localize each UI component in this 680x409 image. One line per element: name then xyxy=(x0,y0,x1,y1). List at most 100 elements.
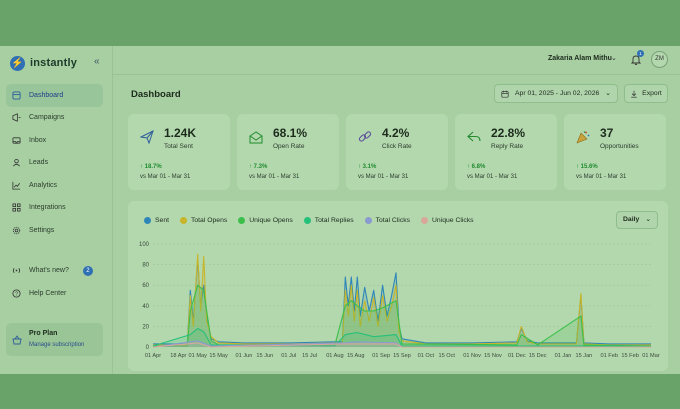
collapse-sidebar-icon[interactable]: « xyxy=(94,56,100,67)
bell-icon[interactable] xyxy=(631,54,641,65)
metric-compare: vs Mar 01 - Mar 31 xyxy=(576,174,627,180)
legend-swatch xyxy=(144,217,151,224)
x-tick-label: 01 Sep xyxy=(372,353,390,359)
metric-label: Total Sent xyxy=(164,143,193,150)
sidebar-item-help-center[interactable]: ? Help Center xyxy=(6,282,103,305)
sidebar-item-analytics[interactable]: Analytics xyxy=(6,174,103,197)
x-tick-label: 01 Feb xyxy=(601,353,618,359)
x-tick-label: 15 Feb xyxy=(621,353,638,359)
legend-label: Total Clicks xyxy=(375,217,411,224)
lightning-logo-icon: ⚡ xyxy=(10,55,25,71)
metric-label: Reply Rate xyxy=(491,143,524,150)
y-tick-label: 0 xyxy=(146,345,150,351)
metric-delta: ↑ 15.6% xyxy=(576,164,598,170)
sidebar-item-dashboard[interactable]: Dashboard xyxy=(6,84,103,107)
x-tick-label: 15 Jul xyxy=(302,353,317,359)
manage-subscription-link[interactable]: Manage subscription xyxy=(29,342,85,348)
inbox-icon xyxy=(12,136,21,145)
sidebar-item-inbox[interactable]: Inbox xyxy=(6,129,103,152)
metric-compare: vs Mar 01 - Mar 31 xyxy=(140,174,191,180)
page-title: Dashboard xyxy=(131,89,181,100)
plan-title: Pro Plan xyxy=(29,330,58,337)
series-line xyxy=(152,342,651,348)
sidebar-item-label: Help Center xyxy=(29,289,67,297)
legend-item-sent[interactable]: Sent xyxy=(144,217,169,224)
metric-label: Opportunities xyxy=(600,143,639,150)
sidebar-item-label: Integrations xyxy=(29,204,66,212)
legend-item-total-clicks[interactable]: Total Clicks xyxy=(364,217,411,224)
x-tick-label: 15 May xyxy=(209,353,228,359)
top-backdrop xyxy=(0,0,680,46)
calendar-icon xyxy=(501,90,509,98)
metric-value: 37 xyxy=(600,126,614,140)
sidebar-item-whats-new[interactable]: What's new? 2 xyxy=(6,260,103,283)
legend-item-total-opens[interactable]: Total Opens xyxy=(179,217,227,224)
chart-legend: Sent Total Opens Unique Opens Total Repl… xyxy=(144,217,474,224)
legend-item-unique-opens[interactable]: Unique Opens xyxy=(238,217,293,224)
brand-name: instantly xyxy=(30,57,78,69)
metric-delta: ↑ 18.7% xyxy=(140,164,162,170)
series-line xyxy=(152,327,651,347)
metric-card-total-sent: 1.24K Total Sent ↑ 18.7% vs Mar 01 - Mar… xyxy=(128,114,230,190)
x-tick-label: 01 Aug xyxy=(326,353,343,359)
sidebar-item-label: Inbox xyxy=(29,136,47,144)
metric-card-opportunities: 37 Opportunities ↑ 15.6% vs Mar 01 - Mar… xyxy=(564,114,666,190)
x-tick-label: 18 Apr xyxy=(170,353,186,359)
metric-compare: vs Mar 01 - Mar 31 xyxy=(467,174,518,180)
broadcast-icon xyxy=(12,266,21,275)
metric-label: Click Rate xyxy=(382,143,412,150)
x-tick-label: 01 Apr xyxy=(145,353,161,359)
pro-plan-card: Pro Plan Manage subscription xyxy=(6,323,103,356)
export-label: Export xyxy=(642,90,662,97)
y-tick-label: 100 xyxy=(139,242,150,248)
app-window: ⚡ instantly « Dashboard Campaigns Inbox … xyxy=(0,46,680,374)
legend-label: Sent xyxy=(155,217,169,224)
sidebar-item-label: Analytics xyxy=(29,181,58,189)
whats-new-badge: 2 xyxy=(82,265,93,276)
metric-card-reply-rate: 22.8% Reply Rate ↑ 6.8% vs Mar 01 - Mar … xyxy=(455,114,557,190)
sidebar-item-label: Campaigns xyxy=(29,114,65,122)
sidebar-item-settings[interactable]: Settings xyxy=(6,219,103,242)
sidebar-item-campaigns[interactable]: Campaigns xyxy=(6,107,103,130)
export-button[interactable]: Export xyxy=(624,84,668,103)
analytics-icon xyxy=(12,181,21,190)
reply-icon xyxy=(467,131,481,142)
avatar[interactable]: ZM xyxy=(651,51,668,68)
series-line xyxy=(153,284,652,347)
help-icon: ? xyxy=(12,289,21,298)
sidebar-item-label: What's new? xyxy=(29,267,69,275)
legend-item-unique-clicks[interactable]: Unique Clicks xyxy=(421,217,474,224)
legend-label: Unique Clicks xyxy=(432,217,474,224)
brand[interactable]: ⚡ instantly xyxy=(10,54,77,72)
sidebar-item-leads[interactable]: Leads xyxy=(6,152,103,175)
y-tick-label: 20 xyxy=(142,324,149,330)
sidebar-item-integrations[interactable]: Integrations xyxy=(6,197,103,220)
metric-value: 1.24K xyxy=(164,126,197,140)
y-tick-label: 60 xyxy=(142,283,149,289)
metric-delta: ↑ 7.3% xyxy=(249,164,268,170)
legend-swatch xyxy=(179,217,187,224)
x-tick-label: 15 Dec xyxy=(529,353,547,359)
metric-value: 22.8% xyxy=(491,126,526,140)
x-tick-label: 15 Jun xyxy=(256,353,273,359)
activity-line-chart: 0 20 40 60 80 100 01 Apr 18 Apr 01 May 15 May 01 J… xyxy=(139,242,660,359)
series-area xyxy=(153,285,651,347)
legend-swatch xyxy=(238,217,246,224)
x-tick-label: 15 Jan xyxy=(576,353,593,359)
period-select[interactable]: Daily ⌄ xyxy=(616,211,658,229)
x-tick-label: 15 Sep xyxy=(393,353,411,359)
campaigns-icon xyxy=(12,113,21,122)
metric-compare: vs Mar 01 - Mar 31 xyxy=(249,174,300,180)
chevron-down-icon[interactable]: ⌄ xyxy=(611,55,617,62)
settings-icon xyxy=(12,226,21,235)
x-tick-label: 01 May xyxy=(189,353,208,359)
integrations-icon xyxy=(12,203,21,212)
chevron-down-icon: ⌄ xyxy=(645,216,651,223)
date-range-picker[interactable]: Apr 01, 2025 - Jun 02, 2026 ⌄ xyxy=(494,84,618,103)
send-icon xyxy=(140,130,154,144)
sidebar-item-label: Leads xyxy=(29,159,49,167)
user-menu[interactable]: Zakaria Alam Mithu xyxy=(548,55,612,62)
x-tick-label: 15 Oct xyxy=(438,353,455,359)
x-tick-label: 01 Mar xyxy=(642,353,660,359)
legend-item-total-replies[interactable]: Total Replies xyxy=(303,217,354,224)
